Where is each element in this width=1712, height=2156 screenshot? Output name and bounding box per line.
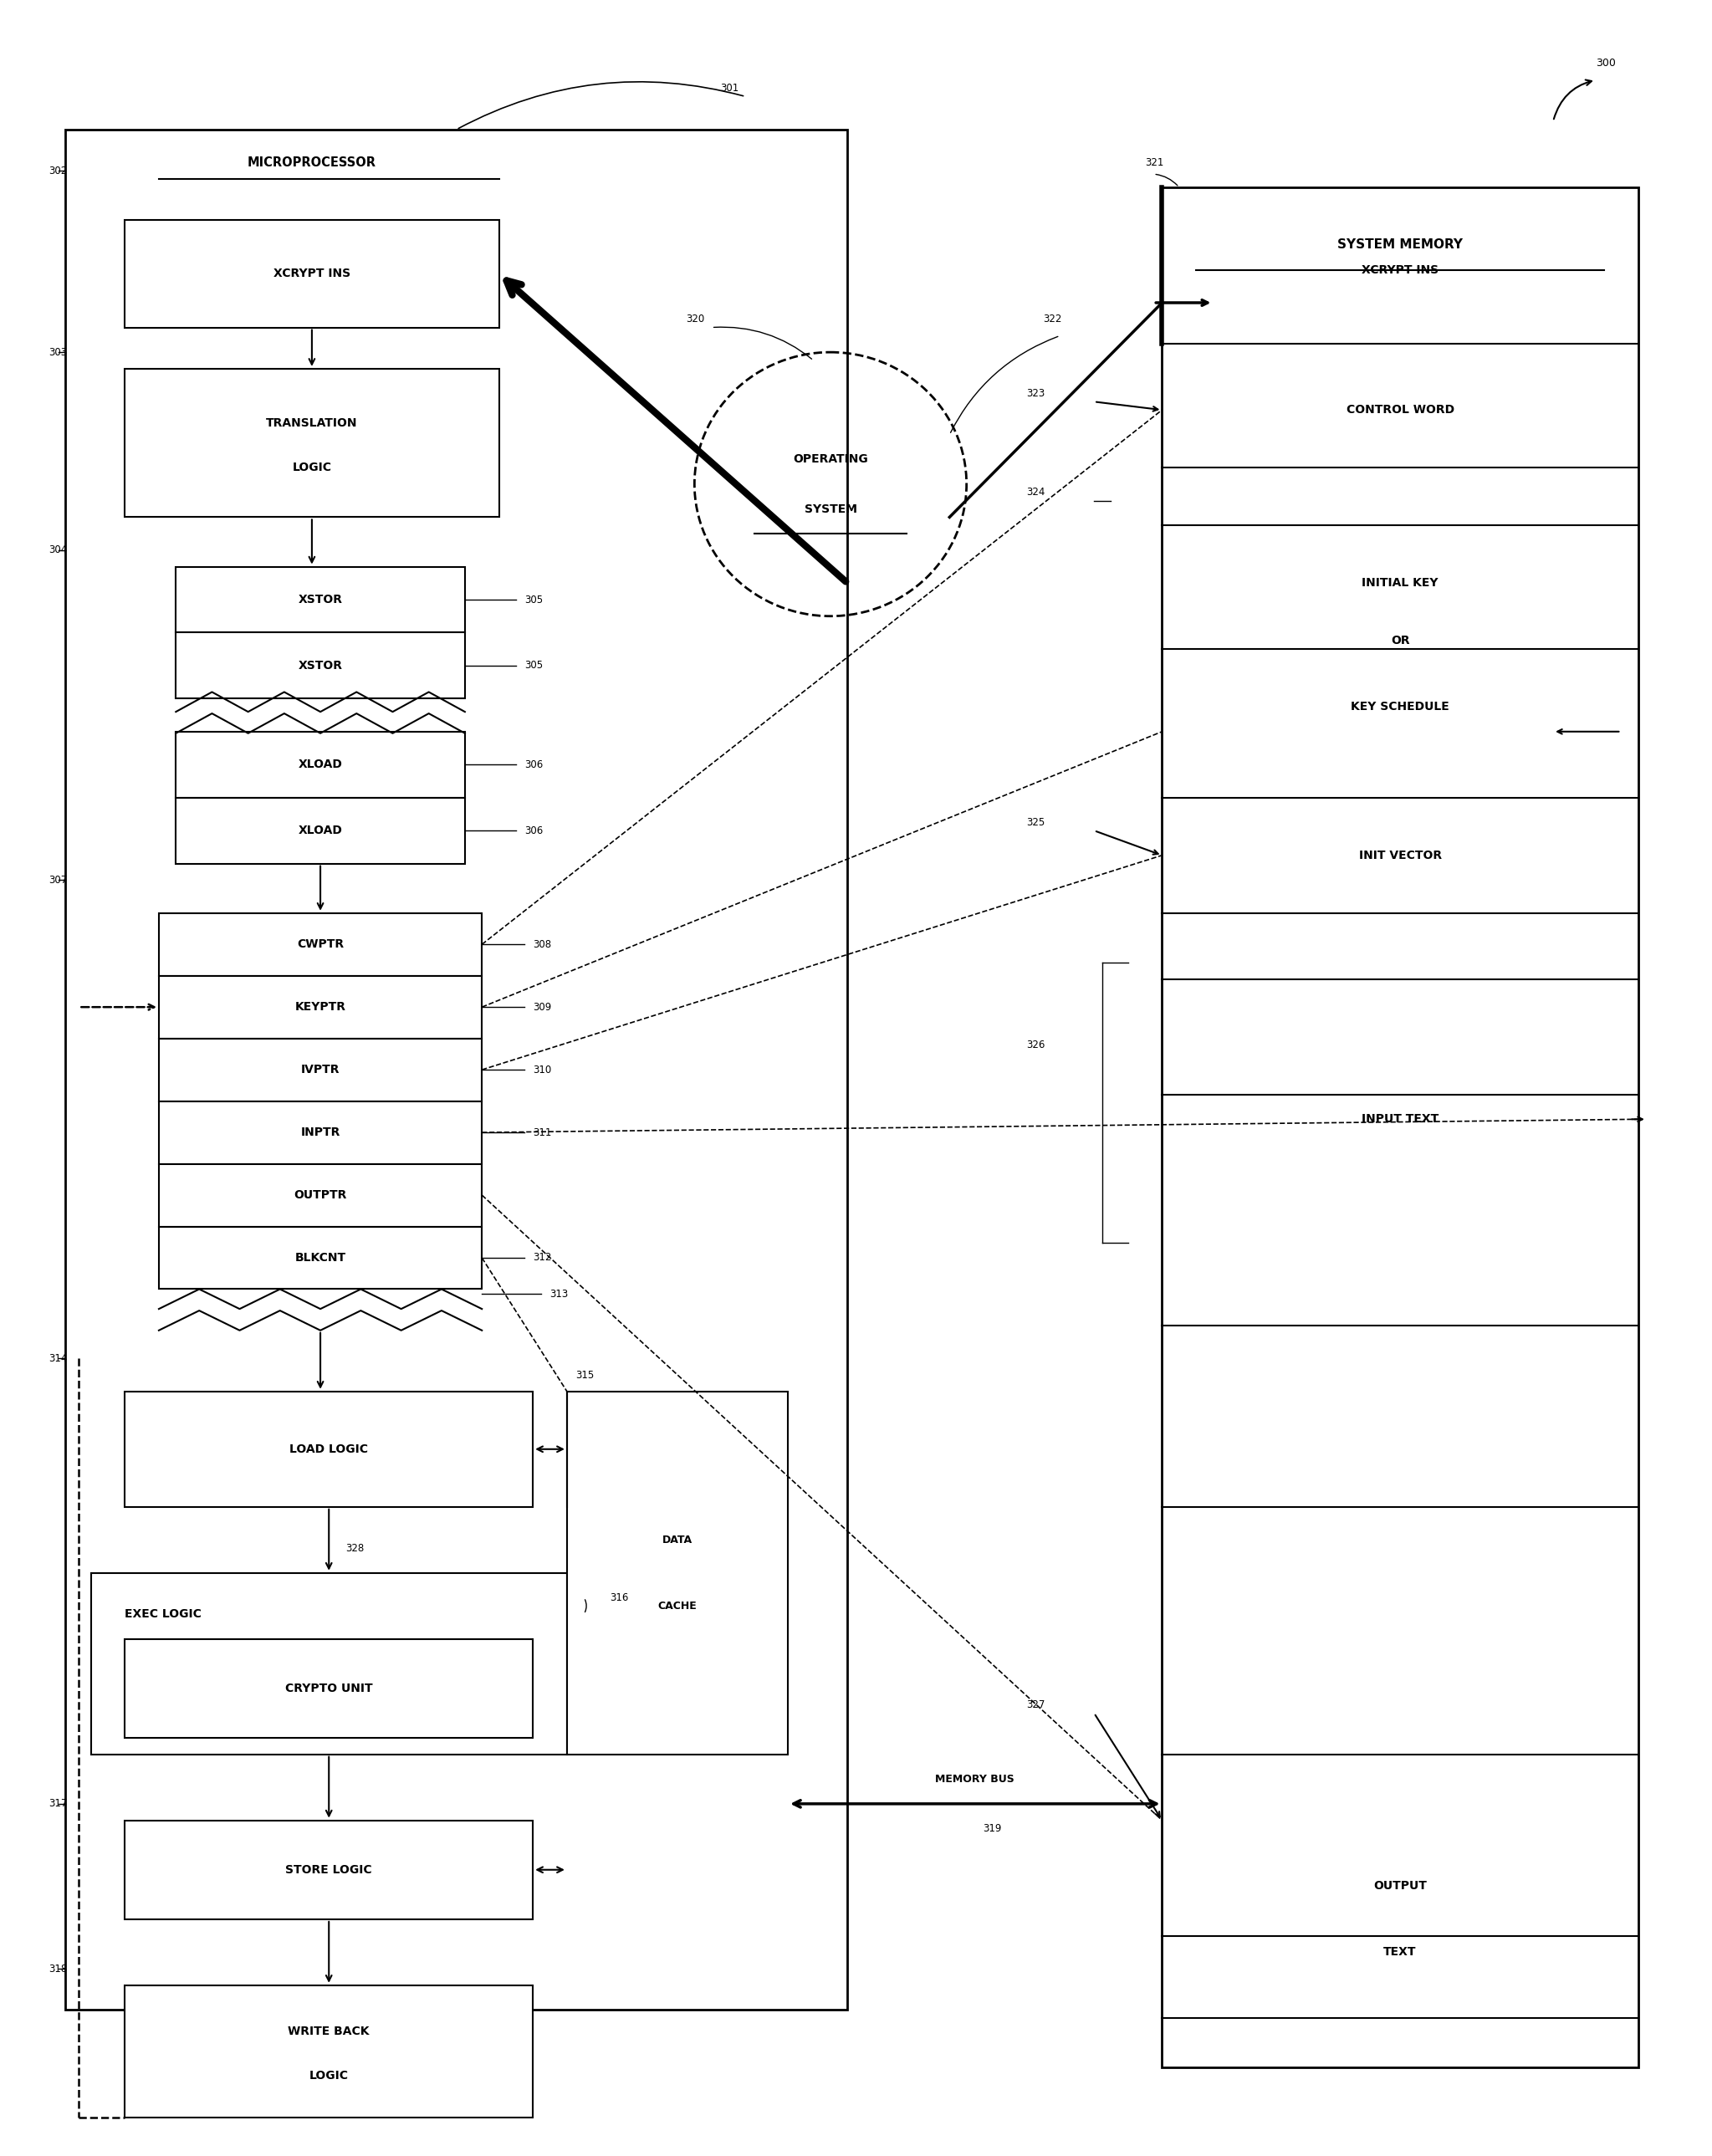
Text: 302: 302 — [48, 166, 67, 177]
Text: 307: 307 — [48, 875, 67, 886]
Bar — [125, 369, 498, 517]
Text: SYSTEM: SYSTEM — [805, 502, 856, 515]
Text: 324: 324 — [1025, 487, 1044, 498]
Bar — [125, 1639, 532, 1738]
Text: 306: 306 — [524, 826, 543, 837]
Text: XSTOR: XSTOR — [298, 660, 342, 671]
Text: 304: 304 — [48, 545, 67, 556]
Text: MICROPROCESSOR: MICROPROCESSOR — [248, 155, 377, 168]
Bar — [176, 731, 466, 798]
Text: XCRYPT INS: XCRYPT INS — [274, 267, 351, 280]
Text: 312: 312 — [532, 1253, 551, 1263]
Bar — [159, 1039, 481, 1102]
Bar — [159, 977, 481, 1039]
Text: 323: 323 — [1025, 388, 1044, 399]
Text: 310: 310 — [532, 1065, 551, 1076]
Text: OR: OR — [1390, 636, 1409, 647]
Text: 303: 303 — [48, 347, 67, 358]
Text: TEXT: TEXT — [1383, 1947, 1416, 1958]
Text: EXEC LOGIC: EXEC LOGIC — [125, 1608, 202, 1619]
Bar — [125, 1391, 532, 1507]
Text: DATA: DATA — [663, 1535, 693, 1546]
Text: 320: 320 — [687, 315, 705, 326]
Text: XSTOR: XSTOR — [298, 593, 342, 606]
Text: BLKCNT: BLKCNT — [294, 1253, 346, 1263]
Text: SYSTEM MEMORY: SYSTEM MEMORY — [1337, 239, 1462, 252]
Text: CACHE: CACHE — [657, 1600, 697, 1611]
Text: 305: 305 — [524, 660, 543, 671]
Text: XLOAD: XLOAD — [298, 826, 342, 837]
Bar — [159, 1227, 481, 1289]
Bar — [91, 1574, 567, 1755]
Text: KEY SCHEDULE: KEY SCHEDULE — [1351, 701, 1450, 714]
Text: INITIAL KEY: INITIAL KEY — [1361, 578, 1438, 589]
Text: 318: 318 — [48, 1964, 67, 1975]
Text: 300: 300 — [1596, 58, 1616, 69]
Bar — [65, 129, 847, 2009]
Text: TRANSLATION: TRANSLATION — [265, 418, 358, 429]
Text: IVPTR: IVPTR — [301, 1063, 339, 1076]
Text: OPERATING: OPERATING — [793, 453, 868, 466]
Text: CONTROL WORD: CONTROL WORD — [1346, 403, 1453, 416]
Text: OUTPTR: OUTPTR — [294, 1190, 348, 1201]
Text: 315: 315 — [575, 1369, 594, 1380]
Text: 317: 317 — [48, 1798, 67, 1809]
Bar — [159, 912, 481, 977]
Text: LOAD LOGIC: LOAD LOGIC — [289, 1442, 368, 1455]
Bar — [125, 1986, 532, 2117]
Text: CWPTR: CWPTR — [296, 938, 344, 951]
Bar — [176, 632, 466, 699]
Text: CRYPTO UNIT: CRYPTO UNIT — [286, 1682, 373, 1695]
Bar — [176, 567, 466, 632]
Bar — [125, 1820, 532, 1919]
Text: 328: 328 — [346, 1544, 365, 1554]
Bar — [125, 220, 498, 328]
Text: STORE LOGIC: STORE LOGIC — [286, 1865, 372, 1876]
Text: MEMORY BUS: MEMORY BUS — [935, 1774, 1015, 1785]
Text: 306: 306 — [524, 759, 543, 770]
Bar — [176, 798, 466, 865]
Text: 322: 322 — [1043, 315, 1061, 326]
Text: LOGIC: LOGIC — [293, 461, 332, 474]
Text: KEYPTR: KEYPTR — [294, 1000, 346, 1013]
Text: 314: 314 — [48, 1354, 67, 1365]
Text: 311: 311 — [532, 1128, 551, 1138]
Bar — [159, 1164, 481, 1227]
Text: 325: 325 — [1025, 817, 1044, 828]
Text: 305: 305 — [524, 595, 543, 606]
Text: INPTR: INPTR — [301, 1128, 341, 1138]
Text: XCRYPT INS: XCRYPT INS — [1361, 263, 1438, 276]
Text: XLOAD: XLOAD — [298, 759, 342, 770]
Text: 301: 301 — [721, 82, 738, 93]
Bar — [159, 1102, 481, 1164]
Text: 313: 313 — [550, 1289, 568, 1300]
Text: 316: 316 — [609, 1591, 628, 1604]
Text: 319: 319 — [983, 1824, 1002, 1835]
Text: INPUT TEXT: INPUT TEXT — [1361, 1112, 1438, 1125]
Text: 308: 308 — [532, 940, 551, 951]
Text: 326: 326 — [1025, 1039, 1044, 1050]
Text: 309: 309 — [532, 1003, 551, 1013]
Text: 327: 327 — [1025, 1699, 1044, 1710]
Bar — [567, 1391, 788, 1755]
Text: 321: 321 — [1145, 157, 1164, 168]
Text: LOGIC: LOGIC — [310, 2070, 349, 2083]
Text: INIT VECTOR: INIT VECTOR — [1359, 849, 1442, 860]
Bar — [1162, 188, 1638, 2068]
Text: OUTPUT: OUTPUT — [1373, 1880, 1426, 1893]
Text: WRITE BACK: WRITE BACK — [288, 2027, 370, 2037]
